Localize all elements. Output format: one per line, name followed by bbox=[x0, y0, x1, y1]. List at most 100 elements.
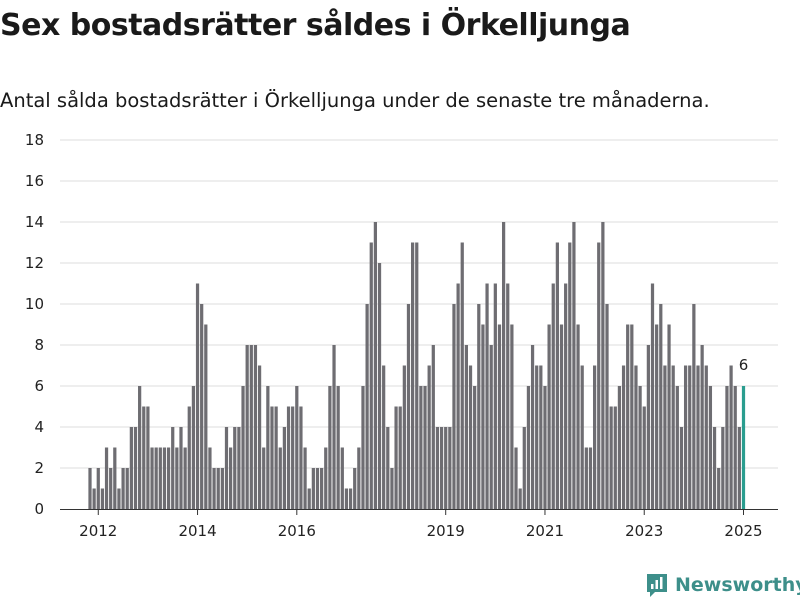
latest-value-label: 6 bbox=[739, 356, 749, 374]
bar bbox=[506, 283, 510, 509]
bar bbox=[402, 365, 406, 509]
y-tick-label: 12 bbox=[25, 254, 44, 272]
bar bbox=[166, 447, 171, 509]
brand-logo[interactable]: Newsworthy bbox=[645, 570, 800, 600]
bar bbox=[200, 304, 204, 509]
bar bbox=[688, 365, 692, 509]
bar bbox=[229, 447, 233, 509]
bar bbox=[212, 468, 216, 509]
grid-lines bbox=[60, 139, 778, 469]
bar bbox=[419, 386, 423, 509]
bar bbox=[493, 283, 497, 509]
bar bbox=[411, 242, 415, 509]
bar bbox=[142, 406, 146, 509]
bar bbox=[543, 386, 547, 509]
bar bbox=[621, 365, 626, 509]
x-tick-label: 2019 bbox=[427, 522, 465, 540]
bar bbox=[208, 447, 212, 509]
bar bbox=[704, 365, 708, 509]
bar bbox=[526, 386, 531, 509]
bar bbox=[175, 447, 179, 509]
bar bbox=[733, 386, 737, 509]
bar bbox=[195, 283, 200, 509]
bar bbox=[373, 222, 378, 509]
bar bbox=[551, 283, 555, 509]
bar bbox=[584, 447, 588, 509]
bar bbox=[328, 386, 332, 509]
bar bbox=[555, 242, 559, 509]
y-tick-label: 2 bbox=[34, 459, 44, 477]
bar bbox=[377, 263, 382, 509]
bar bbox=[605, 304, 609, 509]
bar bbox=[535, 365, 539, 509]
bar bbox=[588, 447, 593, 509]
bar bbox=[530, 345, 535, 509]
bar bbox=[224, 427, 229, 509]
bar bbox=[683, 365, 688, 509]
bar bbox=[92, 488, 96, 509]
bar bbox=[220, 468, 224, 509]
bar bbox=[382, 365, 386, 509]
bar bbox=[501, 222, 506, 509]
y-tick-label: 8 bbox=[34, 336, 44, 354]
bar bbox=[365, 304, 369, 509]
bar bbox=[439, 427, 444, 509]
bar bbox=[191, 386, 196, 509]
data-labels: 6 bbox=[739, 356, 749, 374]
bar bbox=[171, 427, 175, 509]
bar bbox=[100, 488, 105, 509]
bar bbox=[278, 447, 282, 509]
bar bbox=[336, 386, 340, 509]
bar bbox=[133, 427, 138, 509]
bar bbox=[332, 345, 336, 509]
bar bbox=[406, 304, 411, 509]
bar bbox=[518, 488, 522, 509]
bar bbox=[675, 386, 679, 509]
bar bbox=[617, 386, 622, 509]
bar bbox=[663, 365, 667, 509]
bar bbox=[386, 427, 390, 509]
bar bbox=[241, 386, 245, 509]
bar bbox=[510, 324, 514, 509]
y-axis-ticks: 0 2 4 6 8 10 12 14 16 18 bbox=[25, 131, 44, 518]
bar bbox=[679, 427, 684, 509]
bar bbox=[158, 447, 162, 509]
bar bbox=[361, 386, 365, 509]
bar-latest bbox=[741, 386, 746, 509]
bar bbox=[514, 447, 518, 509]
x-tick-label: 2012 bbox=[79, 522, 117, 540]
bar bbox=[113, 447, 117, 509]
y-tick-label: 18 bbox=[25, 131, 44, 149]
y-tick-label: 4 bbox=[34, 418, 44, 436]
bar bbox=[667, 324, 671, 509]
bar bbox=[572, 222, 576, 509]
bar bbox=[125, 468, 129, 509]
bar bbox=[655, 324, 659, 509]
bar bbox=[576, 324, 580, 509]
y-tick-label: 6 bbox=[34, 377, 44, 395]
bar bbox=[324, 447, 328, 509]
bar bbox=[204, 324, 208, 509]
bar bbox=[708, 386, 713, 509]
bar bbox=[444, 427, 448, 509]
bar bbox=[580, 365, 584, 509]
bar bbox=[183, 447, 187, 509]
y-tick-label: 14 bbox=[25, 213, 44, 231]
bar bbox=[564, 283, 568, 509]
bar bbox=[390, 468, 394, 509]
bar bbox=[717, 468, 721, 509]
x-tick-label: 2021 bbox=[526, 522, 564, 540]
bar bbox=[270, 406, 274, 509]
bar bbox=[559, 324, 564, 509]
bar bbox=[162, 447, 167, 509]
bar bbox=[117, 488, 121, 509]
bar bbox=[646, 345, 650, 509]
bar bbox=[253, 345, 258, 509]
bar bbox=[456, 283, 460, 509]
bar bbox=[237, 427, 241, 509]
bar bbox=[291, 406, 295, 509]
newsworthy-logo-icon bbox=[647, 574, 667, 597]
bar bbox=[249, 345, 253, 509]
bar bbox=[597, 242, 601, 509]
x-tick-label: 2016 bbox=[278, 522, 316, 540]
